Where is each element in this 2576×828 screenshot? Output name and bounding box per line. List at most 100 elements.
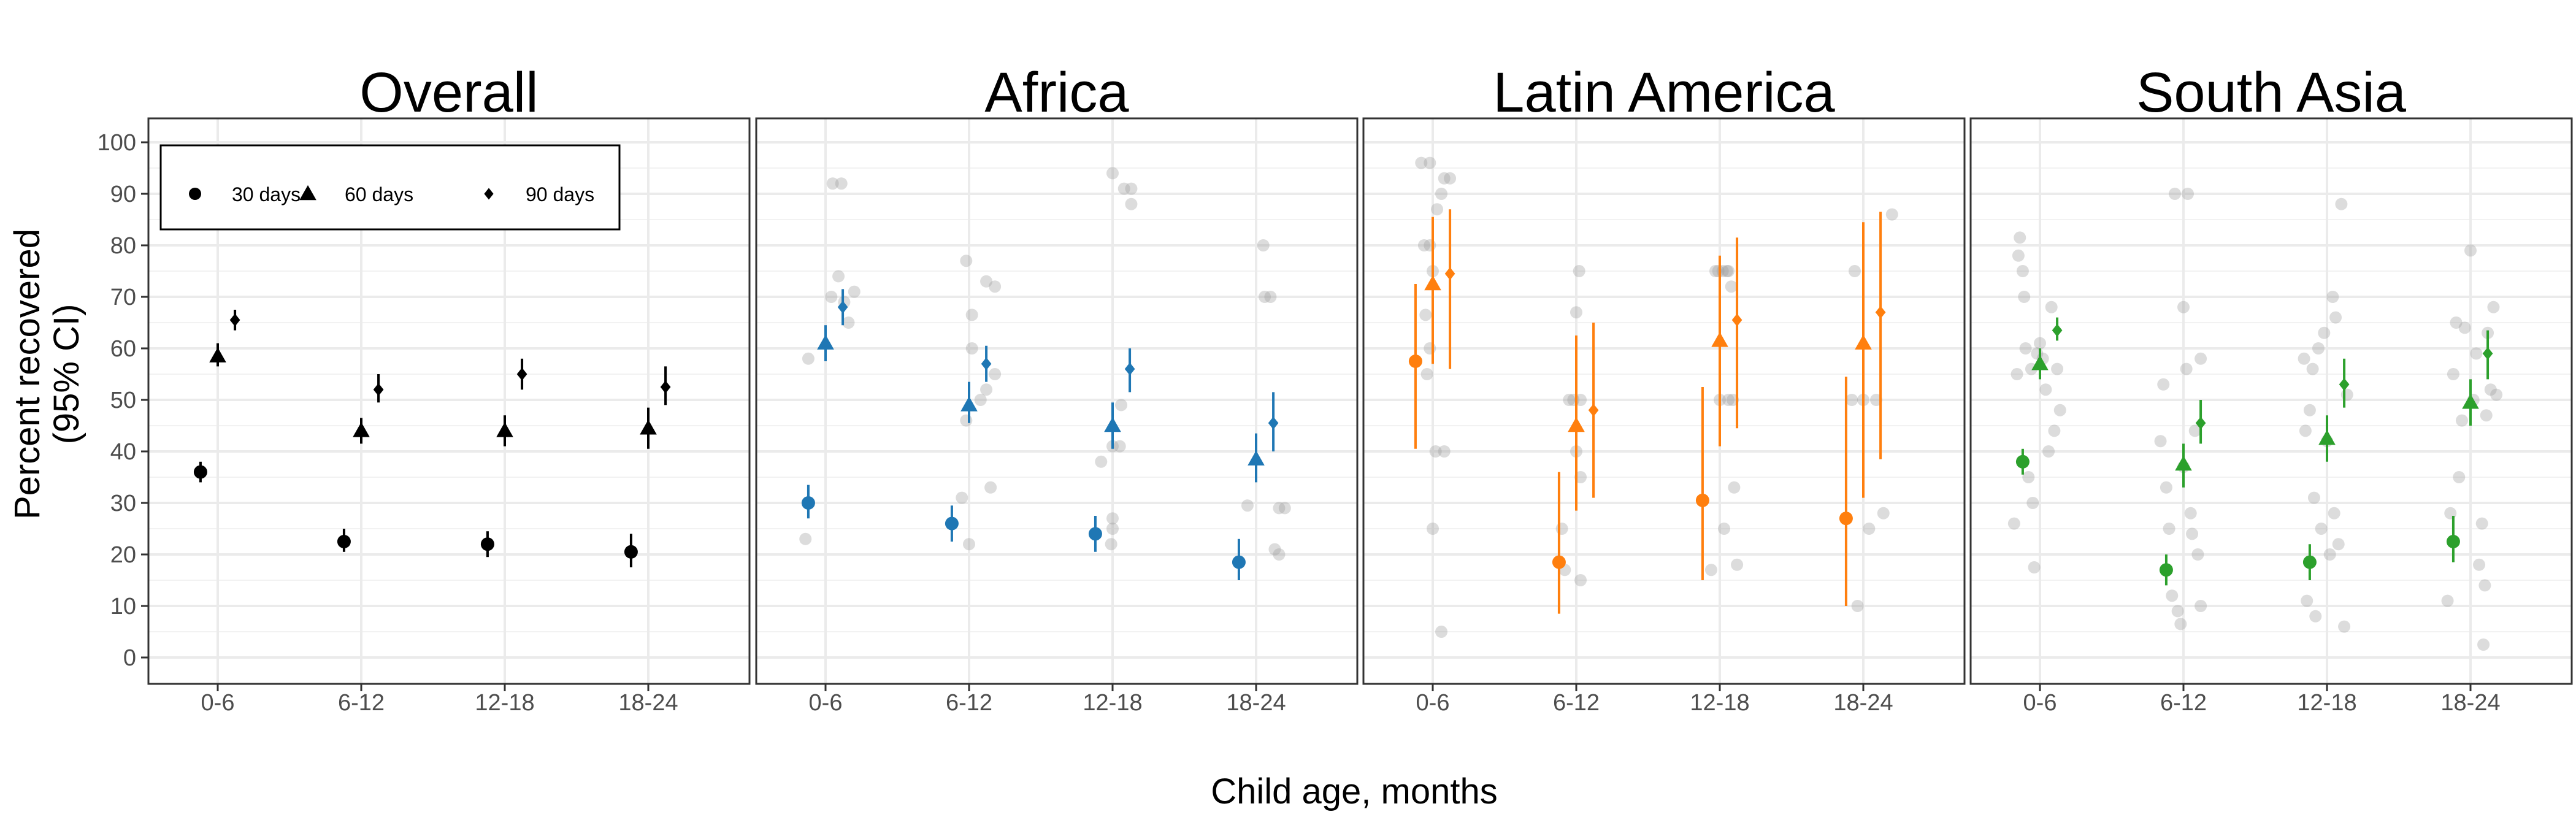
point-diamond	[1875, 305, 1886, 319]
point-triangle	[817, 334, 834, 350]
point-triangle	[496, 422, 513, 437]
y-tick-label: 40	[110, 439, 136, 465]
background-point	[2034, 337, 2046, 350]
legend-box	[159, 144, 621, 231]
background-point	[2195, 600, 2207, 612]
panel-border	[755, 117, 1359, 685]
background-point	[960, 414, 973, 427]
background-point	[2163, 523, 2175, 535]
background-point	[826, 177, 839, 190]
background-point	[1438, 172, 1451, 185]
background-point	[2191, 548, 2204, 561]
x-tick-label: 0-6	[2023, 690, 2057, 716]
background-point	[1712, 265, 1725, 277]
background-point	[2307, 491, 2320, 504]
background-point	[1728, 481, 1741, 494]
background-point	[1431, 203, 1444, 216]
point-triangle	[1248, 450, 1265, 466]
background-point	[956, 491, 968, 504]
y-tick-label: 50	[110, 388, 136, 413]
background-point	[1444, 172, 1457, 185]
point-triangle	[2318, 429, 2336, 445]
background-point	[802, 352, 815, 365]
background-point	[2053, 404, 2066, 416]
panel-latin-america: Latin America 0-6 6-12 12-18 18-24	[1362, 61, 1966, 716]
y-tick-label: 60	[110, 336, 136, 362]
point-circle	[1552, 555, 1566, 569]
background-point	[965, 309, 978, 321]
point-diamond	[1124, 362, 1135, 376]
background-point	[1704, 564, 1717, 577]
background-point	[1846, 394, 1858, 406]
point-circle	[1839, 512, 1853, 526]
background-point	[2011, 368, 2023, 380]
background-point	[1424, 156, 1436, 169]
point-triangle	[2175, 455, 2192, 471]
background-point	[1722, 394, 1735, 406]
point-triangle	[209, 347, 226, 362]
background-point	[2019, 342, 2032, 355]
x-tick-label: 18-24	[618, 690, 678, 716]
background-point	[1570, 306, 1582, 319]
x-tick-label: 12-18	[1690, 690, 1749, 716]
y-tick-label: 10	[110, 594, 136, 619]
x-tick-label: 18-24	[1833, 690, 1893, 716]
background-point	[2328, 507, 2340, 519]
background-point	[1574, 574, 1587, 586]
background-point	[2188, 424, 2201, 437]
point-diamond	[660, 380, 671, 394]
background-point	[2303, 404, 2316, 416]
x-tick-label: 6-12	[946, 690, 992, 716]
facet-title: Latin America	[1493, 61, 1835, 124]
background-point	[2450, 316, 2463, 329]
background-point	[2309, 610, 2322, 623]
point-triangle	[960, 396, 978, 412]
point-diamond	[1731, 313, 1742, 327]
point-circle	[1088, 527, 1102, 541]
background-point	[1117, 182, 1130, 195]
background-point	[989, 368, 1002, 380]
background-point	[2014, 231, 2026, 244]
background-point	[2478, 579, 2491, 592]
background-point	[2312, 342, 2325, 355]
point-circle	[2015, 454, 2030, 469]
background-point	[2051, 362, 2064, 375]
background-point	[1273, 502, 1286, 515]
background-point	[1435, 626, 1448, 638]
background-point	[2490, 388, 2503, 401]
point-triangle	[1424, 275, 1441, 291]
background-point	[2326, 291, 2339, 303]
background-point	[1863, 523, 1876, 535]
background-point	[2464, 244, 2477, 257]
background-point	[2470, 347, 2483, 360]
point-diamond	[516, 367, 527, 381]
background-point	[2477, 638, 2490, 651]
point-diamond	[373, 383, 384, 396]
background-point	[1417, 239, 1430, 251]
background-point	[2184, 507, 2197, 519]
background-point	[1438, 445, 1451, 458]
background-point	[965, 342, 978, 355]
background-point	[825, 291, 838, 303]
y-axis-title-line-2: (95% CI)	[47, 304, 86, 445]
background-point	[1851, 600, 1864, 612]
background-point	[1106, 523, 1119, 535]
background-point	[2306, 362, 2319, 375]
background-point	[2026, 497, 2039, 509]
x-tick-label: 0-6	[201, 690, 235, 716]
facet-title: Overall	[359, 61, 538, 124]
panel-border	[147, 117, 751, 685]
background-point	[2447, 368, 2459, 380]
background-point	[2329, 311, 2342, 324]
background-point	[2174, 618, 2187, 631]
background-point	[2154, 435, 2167, 448]
background-point	[1257, 239, 1270, 251]
background-point	[2182, 188, 2195, 200]
background-point	[2484, 383, 2497, 396]
legend-items: 30 days 60 days 90 days	[189, 183, 594, 205]
x-tick-label: 12-18	[1083, 690, 1142, 716]
background-point	[1563, 394, 1576, 406]
background-point	[2018, 291, 2031, 303]
point-triangle	[1711, 332, 1728, 347]
background-point	[2480, 409, 2493, 422]
